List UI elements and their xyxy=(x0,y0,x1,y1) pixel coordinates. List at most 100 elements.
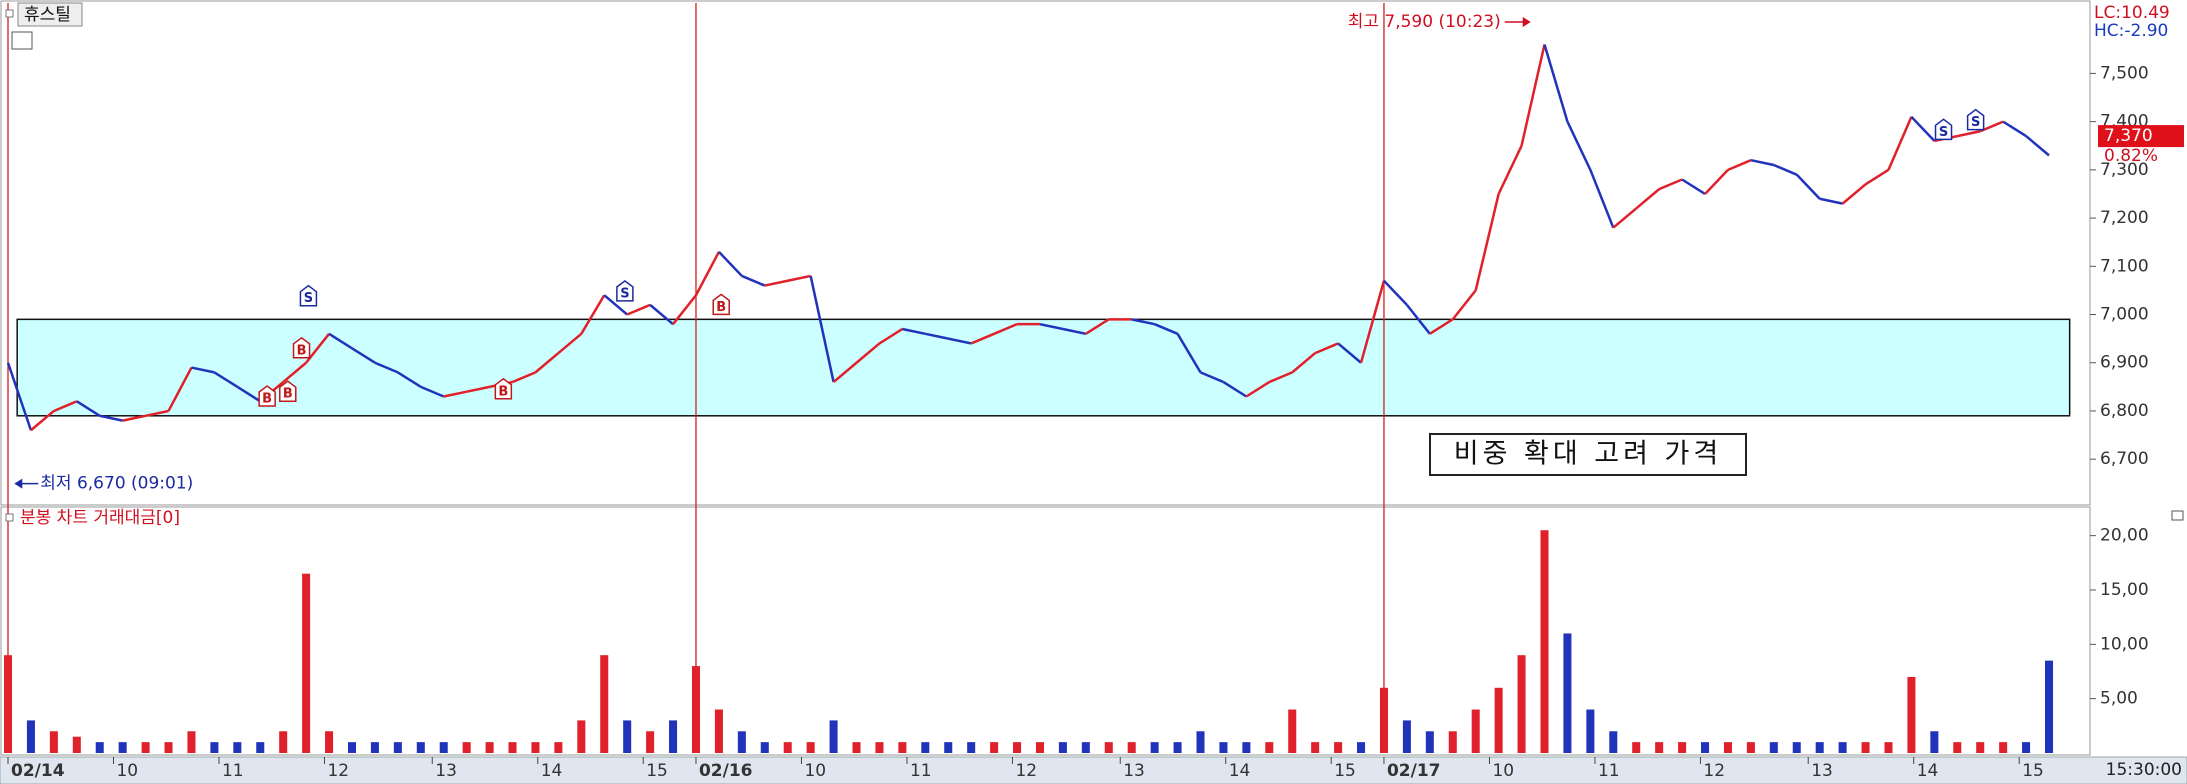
x-tick-label: 13 xyxy=(1123,761,1145,781)
price-segment xyxy=(1566,121,1592,171)
volume-bar xyxy=(1999,742,2008,753)
x-tick-label: 10 xyxy=(1492,761,1514,781)
volume-bar xyxy=(187,731,196,753)
price-segment xyxy=(626,303,651,316)
volume-bar xyxy=(302,573,311,753)
x-tick-label: 13 xyxy=(435,761,457,781)
price-segment xyxy=(694,251,721,296)
volume-bar xyxy=(1219,742,1228,753)
volume-bar xyxy=(990,742,999,753)
price-segment xyxy=(947,337,972,345)
price-segment xyxy=(236,385,261,403)
panel-button[interactable] xyxy=(2171,510,2184,521)
volume-bar xyxy=(1976,742,1985,753)
x-tick-label: 11 xyxy=(910,761,932,781)
signal-label: S xyxy=(620,286,629,301)
price-segment xyxy=(1910,115,1936,142)
x-tick-label: 14 xyxy=(541,761,563,781)
signal-marker xyxy=(494,377,513,400)
price-segment xyxy=(145,409,169,418)
annotation: 최고 7,590 (10:23) xyxy=(1348,12,1501,32)
volume-bar xyxy=(2022,742,2031,753)
current-price: 7,370 xyxy=(2104,126,2153,146)
price-segment xyxy=(1451,289,1477,321)
price-segment xyxy=(580,294,606,335)
price-segment xyxy=(1291,352,1316,374)
volume-bar xyxy=(1838,742,1847,753)
volume-bar xyxy=(164,742,173,753)
price-segment xyxy=(1773,163,1798,176)
signal-label: B xyxy=(262,392,272,407)
price-segment xyxy=(925,332,949,340)
x-tick-label: 14 xyxy=(1917,761,1939,781)
volume-bar xyxy=(623,720,632,753)
price-segment xyxy=(1612,207,1638,229)
x-tick-label: 12 xyxy=(1703,761,1725,781)
price-segment xyxy=(191,366,215,374)
signal-marker xyxy=(1966,108,1985,131)
volume-bar xyxy=(1586,709,1595,753)
price-segment xyxy=(1429,318,1454,335)
grid-icon[interactable] xyxy=(11,31,33,50)
price-segment xyxy=(787,274,811,282)
volume-bar xyxy=(1723,742,1732,753)
callout: 비중 확대 고려 가격 xyxy=(1454,439,1722,470)
price-segment xyxy=(1131,318,1155,326)
price-segment xyxy=(1383,279,1408,306)
price-segment xyxy=(1222,380,1248,398)
volume-bar xyxy=(1540,530,1549,753)
title-box[interactable] xyxy=(17,2,83,27)
x-tick-label: 15 xyxy=(646,761,668,781)
price-segment xyxy=(30,410,55,432)
price-segment xyxy=(167,366,193,412)
volume-bar xyxy=(806,742,815,753)
volume-bar xyxy=(1815,742,1824,753)
end-time: 15:30:00 xyxy=(2106,760,2182,780)
volume-title: 분봉 차트 거래대금[0] xyxy=(20,508,180,528)
price-segment xyxy=(1795,173,1821,200)
volume-bar xyxy=(1884,742,1893,753)
price-panel xyxy=(0,0,2091,506)
signal-marker xyxy=(299,284,318,307)
volume-bar xyxy=(1035,742,1044,753)
y-tick-label: 7,500 xyxy=(2100,63,2149,83)
price-segment xyxy=(213,371,238,388)
price-segment xyxy=(1039,322,1064,331)
volume-bar xyxy=(26,720,35,753)
x-tick-label: 11 xyxy=(222,761,244,781)
price-segment xyxy=(99,414,123,422)
volume-bar xyxy=(737,731,746,753)
volume-bar xyxy=(3,655,13,753)
x-tick-label: 12 xyxy=(327,761,349,781)
volume-bar xyxy=(898,742,907,753)
price-segment xyxy=(122,414,146,422)
price-segment xyxy=(1841,183,1867,205)
volume-bar xyxy=(1655,742,1664,753)
volume-bar xyxy=(439,742,448,753)
volume-bar xyxy=(1448,731,1457,753)
volume-bar xyxy=(72,736,81,753)
price-segment xyxy=(1704,168,1729,195)
price-segment xyxy=(718,250,743,277)
price-segment xyxy=(1062,327,1087,336)
price-segment xyxy=(534,352,560,374)
price-segment xyxy=(1727,159,1752,172)
x-tick-label: 02/16 xyxy=(699,761,753,781)
price-segment xyxy=(1589,169,1615,229)
price-segment xyxy=(2025,135,2050,157)
signal-marker xyxy=(616,279,634,302)
price-segment xyxy=(741,274,766,287)
volume-bar xyxy=(1425,731,1434,753)
price-segment xyxy=(1750,158,1775,167)
volume-bar xyxy=(416,742,425,753)
volume-bar xyxy=(1058,742,1067,753)
volume-bar xyxy=(233,742,242,753)
volume-bar xyxy=(875,742,884,753)
volume-bar xyxy=(1953,742,1962,753)
x-tick-label: 11 xyxy=(1598,761,1620,781)
volume-bar xyxy=(852,742,861,753)
volume-bar xyxy=(577,720,586,753)
volume-bar xyxy=(1242,742,1251,753)
volume-bar xyxy=(669,720,678,753)
price-segment xyxy=(1405,304,1431,335)
